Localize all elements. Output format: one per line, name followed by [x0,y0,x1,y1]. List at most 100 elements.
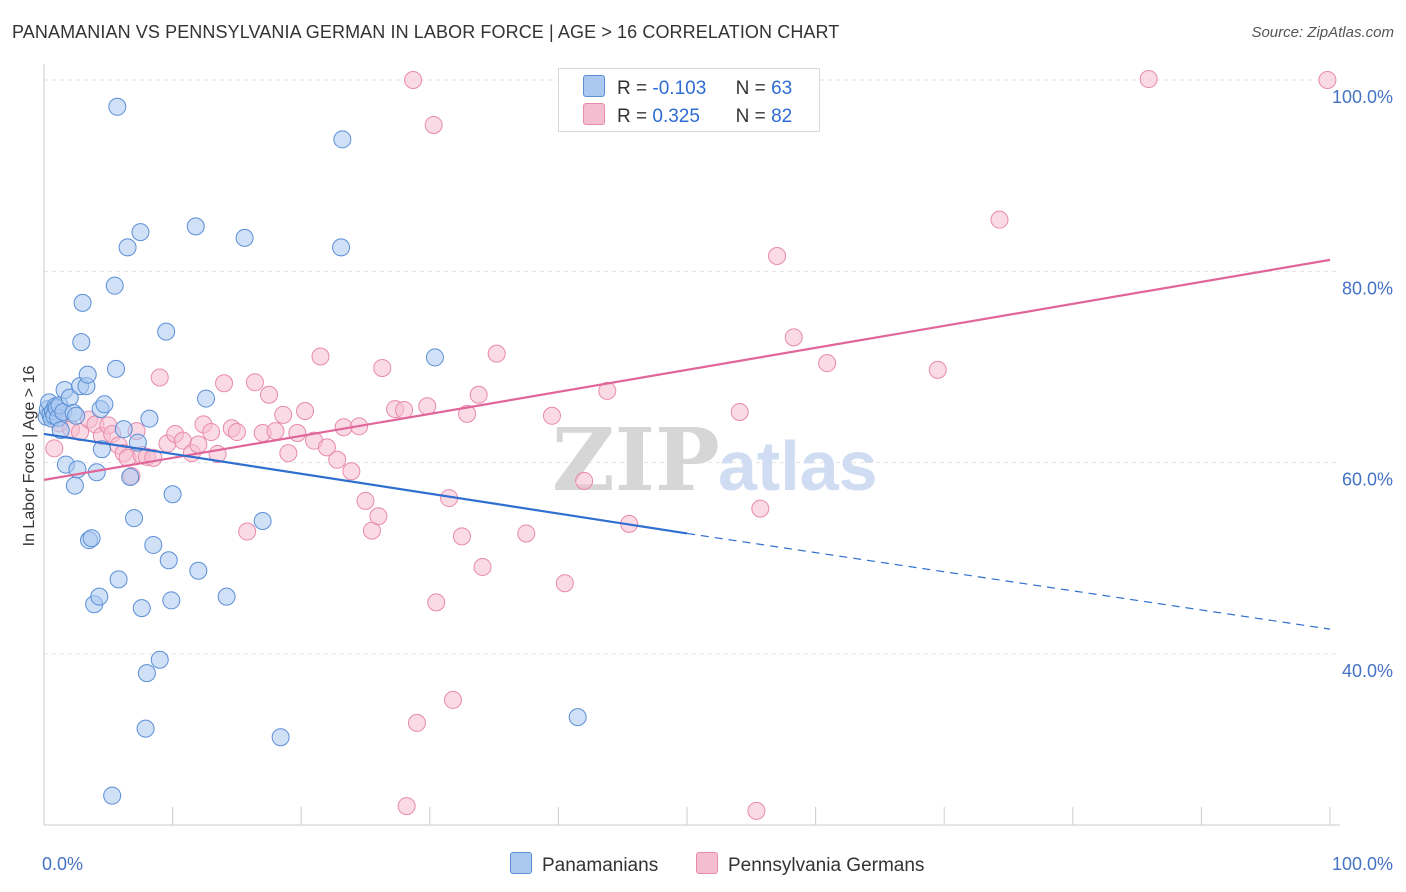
data-point-pennsylvania-german [424,115,443,134]
correlation-legend: R = -0.103 N = 63 R = 0.325 N = 82 [558,68,820,132]
data-point-panamanian [332,238,351,257]
data-point-panamanian [95,395,114,414]
legend-swatch-blue [510,852,532,874]
data-point-panamanian [125,509,144,528]
data-point-panamanian [144,535,163,554]
data-point-panamanian [108,97,127,116]
y-tick-labels: 40.0% 60.0% 80.0% 100.0% [1332,87,1393,681]
legend-n-value: 82 [771,106,793,127]
legend-swatch-blue [583,75,605,97]
data-point-pennsylvania-german [202,423,221,442]
trend-line-panamanians [43,432,688,535]
data-point-pennsylvania-german [369,507,388,526]
data-point-panamanian [186,217,205,236]
data-point-pennsylvania-german [288,424,307,443]
data-point-panamanian [51,421,70,440]
data-point-pennsylvania-german [427,593,446,612]
data-point-pennsylvania-german [575,471,594,490]
data-point-pennsylvania-german [395,401,414,420]
data-point-pennsylvania-german [328,450,347,469]
data-point-pennsylvania-german [452,527,471,546]
data-point-panamanian [78,365,97,384]
legend-label-panamanians: Panamanians [542,855,659,876]
legend-item-panamanians: Panamanians [510,852,658,877]
series-panamanians-points [37,97,587,805]
data-point-panamanian [159,551,178,570]
data-point-pennsylvania-german [296,402,315,421]
data-point-pennsylvania-german [747,801,766,820]
y-tick-label: 80.0% [1342,278,1393,298]
data-point-panamanian [118,238,137,257]
data-point-pennsylvania-german [784,328,803,347]
legend-r-value: 0.325 [652,106,700,127]
y-tick-label: 100.0% [1332,87,1393,107]
x-tick-label: 100.0% [1332,854,1393,874]
data-point-panamanian [132,599,151,618]
data-point-pennsylvania-german [373,358,392,377]
data-point-panamanian [82,529,101,548]
data-point-pennsylvania-german [238,522,257,541]
data-point-pennsylvania-german [356,491,375,510]
data-point-pennsylvania-german [150,368,169,387]
data-point-pennsylvania-german [266,422,285,441]
data-point-panamanian [73,293,92,312]
trend-lines [43,258,1331,630]
data-point-pennsylvania-german [730,402,749,421]
data-point-panamanian [114,420,133,439]
data-point-panamanian [72,333,91,352]
data-point-panamanian [140,409,159,428]
y-axis-label: In Labor Force | Age > 16 [21,366,38,547]
data-point-panamanian [65,476,84,495]
data-point-pennsylvania-german [274,405,293,424]
data-point-pennsylvania-german [487,344,506,363]
trend-line-panamanians-extrapolated [686,532,1331,630]
legend-r-label: R = [617,106,648,127]
data-point-panamanian [121,468,140,487]
data-point-panamanian [197,389,216,408]
data-point-pennsylvania-german [317,438,336,457]
watermark-atlas: atlas [718,427,878,505]
data-point-pennsylvania-german [555,574,574,593]
data-point-pennsylvania-german [311,347,330,366]
data-point-panamanian [568,708,587,727]
data-point-panamanian [162,591,181,610]
gridlines [44,79,1340,655]
data-point-pennsylvania-german [397,797,416,816]
data-point-panamanian [425,348,444,367]
chart-title: PANAMANIAN VS PENNSYLVANIA GERMAN IN LAB… [12,22,840,42]
data-point-panamanian [157,322,176,341]
data-point-panamanian [136,719,155,738]
x-tick-label: 0.0% [42,854,83,874]
data-point-panamanian [271,728,290,747]
data-point-pennsylvania-german [189,435,208,454]
data-point-panamanian [131,223,150,242]
data-point-panamanian [105,276,124,295]
watermark: ZIP atlas [552,410,878,511]
legend-r-label: R = [617,78,648,99]
trend-line-pennsylvania-germans [43,258,1331,481]
data-point-pennsylvania-german [818,354,837,373]
legend-swatch-pink [696,852,718,874]
data-point-pennsylvania-german [227,423,246,442]
legend-n-value: 63 [771,78,793,99]
data-point-pennsylvania-german [473,557,492,576]
data-point-pennsylvania-german [279,444,298,463]
data-point-pennsylvania-german [1139,70,1158,89]
axes [43,64,1340,826]
data-point-pennsylvania-german [215,374,234,393]
data-point-pennsylvania-german [517,524,536,543]
data-point-panamanian [67,406,86,425]
data-point-pennsylvania-german [542,406,561,425]
data-point-panamanian [253,512,272,531]
data-point-pennsylvania-german [245,373,264,392]
y-tick-label: 60.0% [1342,470,1393,490]
data-point-panamanian [107,359,126,378]
data-point-panamanian [137,664,156,683]
source-credit: Source: ZipAtlas.com [1251,24,1394,41]
data-point-panamanian [109,570,128,589]
data-point-pennsylvania-german [751,499,770,518]
data-point-pennsylvania-german [418,397,437,416]
data-point-panamanian [163,485,182,504]
data-point-pennsylvania-german [443,690,462,709]
